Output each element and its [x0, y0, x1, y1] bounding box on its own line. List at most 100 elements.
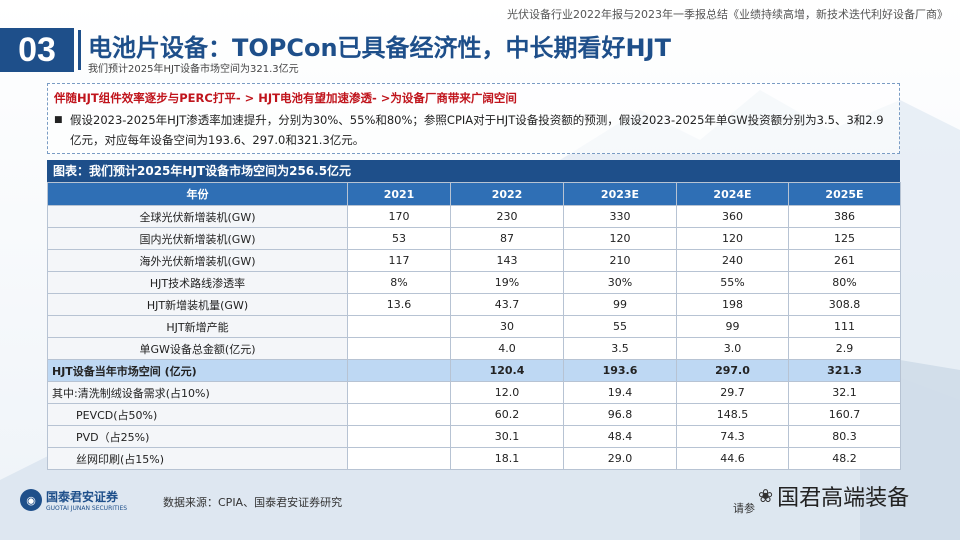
table-cell: 330 [563, 205, 677, 228]
row-label: 国内光伏新增装机(GW) [47, 227, 348, 250]
table-cell: 160.7 [788, 403, 901, 426]
logo-icon: ◉ [20, 489, 42, 511]
table-cell: 80% [788, 271, 901, 294]
summary-headline: 伴随HJT组件效率逐步与PERC打平- > HJT电池有望加速渗透- >为设备厂… [54, 91, 517, 105]
table-caption: 图表：我们预计2025年HJT设备市场空间为256.5亿元 [47, 160, 900, 182]
row-label: PEVCD(占50%) [47, 403, 348, 426]
table-cell: 125 [788, 227, 901, 250]
table-row: HJT新增产能 30 55 99 111 [47, 315, 901, 338]
table-cell: 55% [676, 271, 789, 294]
table-cell: 360 [676, 205, 789, 228]
column-header: 年份 [47, 182, 348, 206]
logo-name-cn: 国泰君安证券 [46, 490, 119, 504]
table-cell: 18.1 [450, 447, 564, 470]
table-cell: 4.0 [450, 337, 564, 360]
logo-name-en: GUOTAI JUNAN SECURITIES [46, 505, 128, 512]
column-header: 2021 [347, 182, 451, 206]
table-cell [347, 337, 451, 360]
page-subtitle: 我们预计2025年HJT设备市场空间为321.3亿元 [88, 64, 299, 75]
table-cell: 8% [347, 271, 451, 294]
row-label: HJT新增产能 [47, 315, 348, 338]
report-title: 光伏设备行业2022年报与2023年一季报总结《业绩持续高增，新技术迭代利好设备… [507, 8, 948, 21]
row-label: HJT设备当年市场空间 (亿元) [47, 359, 348, 382]
table-cell: 210 [563, 249, 677, 272]
table-cell: 99 [676, 315, 789, 338]
table-cell: 30 [450, 315, 564, 338]
watermark: ❀ 国君高端装备 [758, 480, 909, 512]
table-cell: 87 [450, 227, 564, 250]
table-cell [347, 359, 451, 382]
table-cell: 19% [450, 271, 564, 294]
table-row: HJT新增装机量(GW) 13.6 43.7 99 198 308.8 [47, 293, 901, 316]
summary-text: 假设2023-2025年HJT渗透率加速提升，分别为30%、55%和80%；参照… [70, 113, 884, 147]
table-row-highlight: HJT设备当年市场空间 (亿元) 120.4 193.6 297.0 321.3 [47, 359, 901, 382]
table-cell [347, 447, 451, 470]
row-label: 其中:清洗制绒设备需求(占10%) [47, 381, 348, 404]
table-cell: 99 [563, 293, 677, 316]
row-label: 丝网印刷(占15%) [47, 447, 348, 470]
table-cell: 321.3 [788, 359, 901, 382]
table-cell: 198 [676, 293, 789, 316]
table-cell: 170 [347, 205, 451, 228]
watermark-text: 国君高端装备 [777, 486, 910, 511]
page-title: 电池片设备：TOPCon已具备经济性，中长期看好HJT [88, 34, 671, 62]
table-cell: 30% [563, 271, 677, 294]
row-label: 全球光伏新增装机(GW) [47, 205, 348, 228]
summary-box: 伴随HJT组件效率逐步与PERC打平- > HJT电池有望加速渗透- >为设备厂… [47, 83, 900, 154]
table-cell: 55 [563, 315, 677, 338]
table-cell [347, 425, 451, 448]
table-cell: 297.0 [676, 359, 789, 382]
table-cell: 386 [788, 205, 901, 228]
table-cell: 60.2 [450, 403, 564, 426]
column-header: 2022 [450, 182, 564, 206]
table-cell: 96.8 [563, 403, 677, 426]
table-row: PEVCD(占50%) 60.2 96.8 148.5 160.7 [47, 403, 901, 426]
table-row: 单GW设备总金额(亿元) 4.0 3.5 3.0 2.9 [47, 337, 901, 360]
table-cell: 44.6 [676, 447, 789, 470]
table-cell: 120 [676, 227, 789, 250]
table-row: 海外光伏新增装机(GW) 117 143 210 240 261 [47, 249, 901, 272]
table-cell: 261 [788, 249, 901, 272]
table-cell: 48.4 [563, 425, 677, 448]
table-cell: 193.6 [563, 359, 677, 382]
table-row: PVD（占25%) 30.1 48.4 74.3 80.3 [47, 425, 901, 448]
slide-footer: ◉ 国泰君安证券 GUOTAI JUNAN SECURITIES 数据来源：CP… [0, 480, 960, 540]
column-header: 2023E [563, 182, 677, 206]
table-cell: 120 [563, 227, 677, 250]
table-cell: 53 [347, 227, 451, 250]
table-row: 丝网印刷(占15%) 18.1 29.0 44.6 48.2 [47, 447, 901, 470]
table-row: 全球光伏新增装机(GW) 170 230 330 360 386 [47, 205, 901, 228]
table-cell: 3.5 [563, 337, 677, 360]
table-header-row: 年份 2021 2022 2023E 2024E 2025E [47, 182, 901, 206]
table-cell: 48.2 [788, 447, 901, 470]
table-cell: 143 [450, 249, 564, 272]
table-cell: 120.4 [450, 359, 564, 382]
table-cell: 43.7 [450, 293, 564, 316]
data-table-container: 图表：我们预计2025年HJT设备市场空间为256.5亿元 年份 2021 20… [47, 160, 901, 470]
title-divider [78, 30, 81, 70]
row-label: HJT技术路线渗透率 [47, 271, 348, 294]
section-number: 03 [0, 28, 74, 72]
table-cell [347, 315, 451, 338]
table-cell [347, 381, 451, 404]
table-cell: 32.1 [788, 381, 901, 404]
table-cell: 240 [676, 249, 789, 272]
column-header: 2024E [676, 182, 789, 206]
table-cell: 29.7 [676, 381, 789, 404]
hjt-market-table: 年份 2021 2022 2023E 2024E 2025E 全球光伏新增装机(… [47, 182, 901, 470]
table-cell: 80.3 [788, 425, 901, 448]
table-row: 其中:清洗制绒设备需求(占10%) 12.0 19.4 29.7 32.1 [47, 381, 901, 404]
table-row: 国内光伏新增装机(GW) 53 87 120 120 125 [47, 227, 901, 250]
table-cell: 230 [450, 205, 564, 228]
table-cell: 308.8 [788, 293, 901, 316]
table-cell: 117 [347, 249, 451, 272]
row-label: PVD（占25%) [47, 425, 348, 448]
company-logo: ◉ 国泰君安证券 GUOTAI JUNAN SECURITIES [20, 488, 127, 512]
row-label: 海外光伏新增装机(GW) [47, 249, 348, 272]
table-cell: 3.0 [676, 337, 789, 360]
square-bullet-icon: ■ [54, 115, 63, 125]
table-cell: 19.4 [563, 381, 677, 404]
table-cell: 13.6 [347, 293, 451, 316]
wechat-icon: ❀ [758, 485, 774, 507]
column-header: 2025E [788, 182, 901, 206]
